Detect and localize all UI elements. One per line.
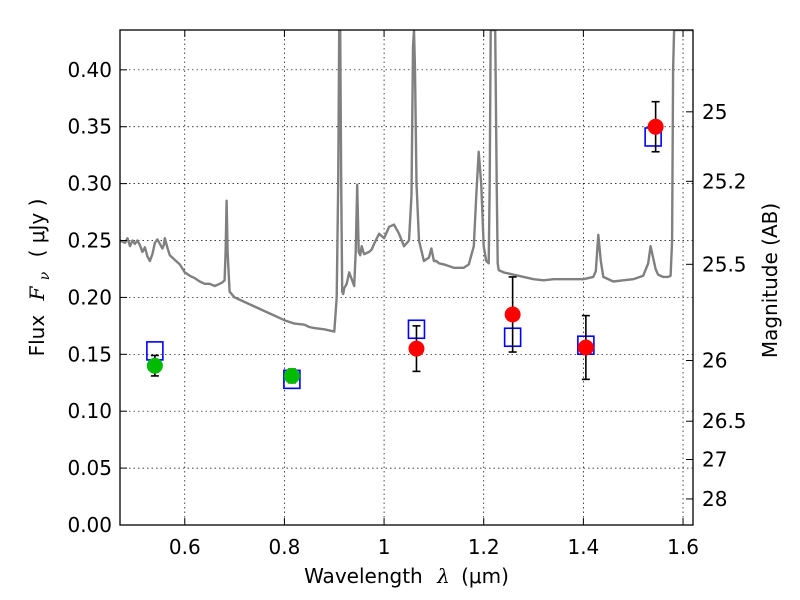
y2-tick-label: 26 bbox=[702, 349, 727, 373]
y-tick-label: 0.20 bbox=[67, 285, 112, 309]
observed-upper-point bbox=[408, 340, 425, 357]
x-axis-label-text: Wavelength bbox=[304, 564, 423, 588]
observed-detections-point bbox=[146, 357, 163, 374]
y-axis-label-text: Flux bbox=[25, 315, 49, 357]
y2-axis-label: Magnitude (AB) bbox=[758, 203, 782, 358]
observed-upper-point bbox=[577, 339, 594, 356]
y2-tick-label: 28 bbox=[702, 487, 727, 511]
y-axis-label: Flux F ν ( μJy ) bbox=[25, 199, 54, 357]
x-tick-label: 1.4 bbox=[567, 535, 599, 559]
y-axis-label-unit: ( μJy ) bbox=[25, 199, 49, 258]
x-axis-label-unit: (μm) bbox=[461, 564, 509, 588]
x-tick-label: 1.6 bbox=[667, 535, 699, 559]
markers-layer bbox=[146, 100, 664, 390]
spectrum-layer bbox=[120, 30, 693, 333]
y-tick-label: 0.05 bbox=[67, 456, 112, 480]
observed-detections-point bbox=[283, 367, 300, 384]
y2-tick-label: 27 bbox=[702, 448, 727, 472]
y-tick-label: 0.35 bbox=[67, 115, 112, 139]
spectrum-line bbox=[120, 30, 693, 333]
x-tick-label: 1.2 bbox=[468, 535, 500, 559]
y-tick-label: 0.10 bbox=[67, 399, 112, 423]
observed-upper-point bbox=[647, 118, 664, 135]
ticks-layer: 0.6 0.8 1 1.2 1.4 1.6 0.00 0.05 0.10 0.15 0.20 0.25… bbox=[67, 30, 747, 559]
x-axis-label: Wavelength λ (μm) bbox=[304, 564, 509, 588]
y-axis-label-symbol: F bbox=[25, 285, 49, 301]
y2-tick-label: 26.5 bbox=[702, 409, 747, 433]
y-tick-label: 0.25 bbox=[67, 229, 112, 253]
y-tick-label: 0.00 bbox=[67, 513, 112, 537]
y-tick-label: 0.15 bbox=[67, 342, 112, 366]
y-tick-label: 0.40 bbox=[67, 58, 112, 82]
x-axis-label-symbol: λ bbox=[436, 564, 450, 588]
plot-frame bbox=[119, 29, 694, 526]
y-tick-label: 0.30 bbox=[67, 172, 112, 196]
y2-tick-label: 25.2 bbox=[702, 169, 747, 193]
y-axis-label-subscript: ν bbox=[37, 271, 53, 280]
observed-upper-point bbox=[504, 306, 521, 323]
x-tick-label: 0.8 bbox=[269, 535, 301, 559]
x-tick-label: 1 bbox=[378, 535, 391, 559]
y2-tick-label: 25 bbox=[702, 100, 727, 124]
y2-tick-label: 25.5 bbox=[702, 252, 747, 276]
x-tick-label: 0.6 bbox=[169, 535, 201, 559]
